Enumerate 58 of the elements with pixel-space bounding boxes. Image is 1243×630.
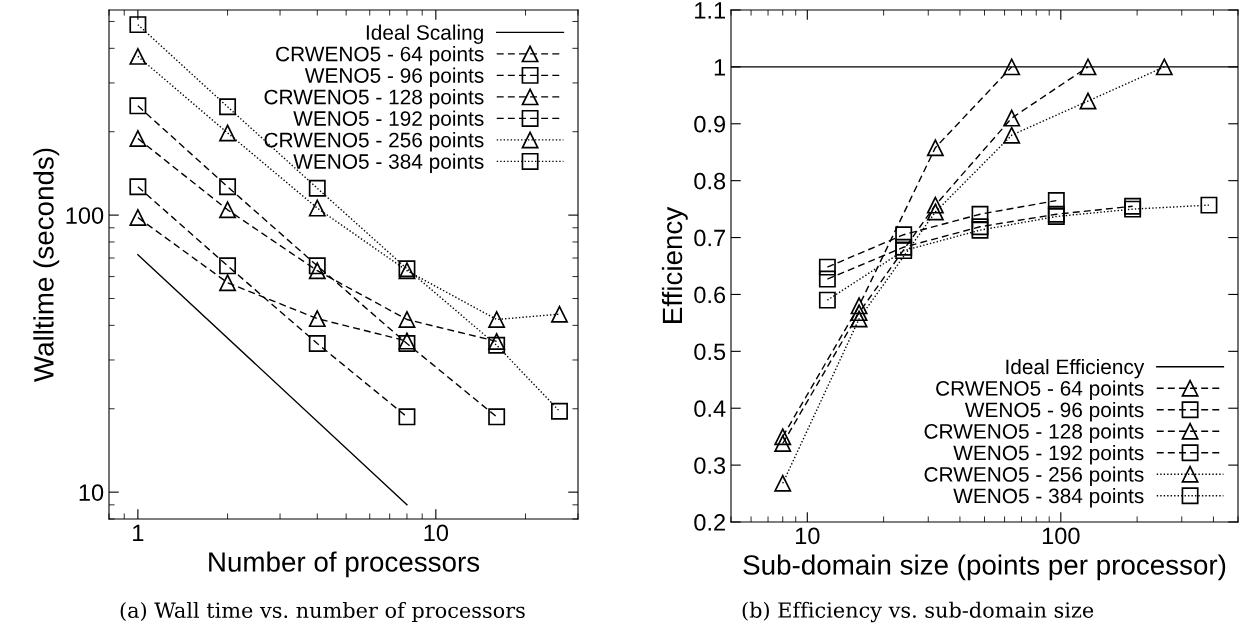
y-tick-label: 1	[714, 59, 725, 76]
x-tick-label: 100	[1042, 527, 1080, 545]
x-axis-title: Sub-domain size (points per processor)	[743, 554, 1226, 581]
legend-label: CRWENO5 - 64 points	[276, 46, 484, 66]
y-tick-label: 0.3	[694, 457, 726, 474]
y-tick-label: 0.9	[694, 115, 726, 133]
legend-label: Ideal Efficiency	[1006, 358, 1145, 379]
x-tick-label: 10	[424, 524, 449, 542]
point	[219, 257, 237, 275]
legend-label: CRWENO5 - 256 points	[264, 132, 484, 152]
point	[308, 199, 326, 217]
y-tick-label: 0.8	[694, 172, 726, 190]
legend-label: CRWENO5 - 128 points	[924, 423, 1144, 443]
legend-label: WENO5 - 384 points	[953, 488, 1144, 508]
point	[308, 310, 326, 328]
point	[219, 98, 237, 116]
point	[488, 336, 506, 354]
point	[219, 201, 237, 219]
y-tick-label: 0.5	[694, 343, 726, 361]
point	[308, 179, 326, 197]
point	[398, 311, 416, 328]
point	[488, 332, 506, 350]
legend-label: CRWENO5 - 128 points	[264, 89, 484, 109]
legend-label: Ideal Scaling	[366, 24, 483, 44]
point	[219, 124, 237, 142]
point	[219, 178, 237, 196]
point	[398, 408, 416, 426]
point	[129, 16, 147, 34]
x-axis-title: Number of processors	[209, 551, 480, 578]
text: (b) Efficiency vs. sub-domain size	[742, 601, 1094, 623]
point	[308, 257, 326, 275]
point	[129, 47, 147, 65]
legend-label: WENO5 - 192 points	[293, 110, 484, 131]
y-tick-label: 0.6	[694, 286, 726, 304]
point	[308, 335, 326, 352]
point	[129, 178, 147, 196]
x-tick-label: 1	[133, 524, 144, 541]
legend-label: WENO5 - 192 points	[953, 444, 1144, 465]
legend-label: CRWENO5 - 256 points	[924, 466, 1144, 486]
y-tick-label: 0.2	[694, 514, 725, 531]
point	[129, 209, 147, 227]
point	[488, 311, 506, 328]
point	[219, 274, 237, 292]
y-axis-title: Walltime (seconds)	[33, 148, 60, 382]
y-axis-title: Efficiency	[661, 206, 688, 323]
point	[129, 97, 147, 115]
y-tick-label: 1.1	[695, 2, 725, 19]
legend-label: WENO5 - 96 points	[964, 401, 1144, 422]
y-tick-label: 0.4	[694, 400, 726, 418]
point	[488, 408, 506, 426]
legend-label: WENO5 - 96 points	[304, 67, 484, 88]
text: (a) Wall time vs. number of processors	[120, 601, 525, 623]
y-tick-label: 0.7	[694, 229, 725, 247]
legend-label: WENO5 - 384 points	[293, 153, 484, 174]
x-tick-label: 10	[795, 527, 820, 545]
point	[129, 130, 147, 147]
point	[308, 262, 326, 280]
legend-label: CRWENO5 - 64 points	[936, 380, 1144, 400]
